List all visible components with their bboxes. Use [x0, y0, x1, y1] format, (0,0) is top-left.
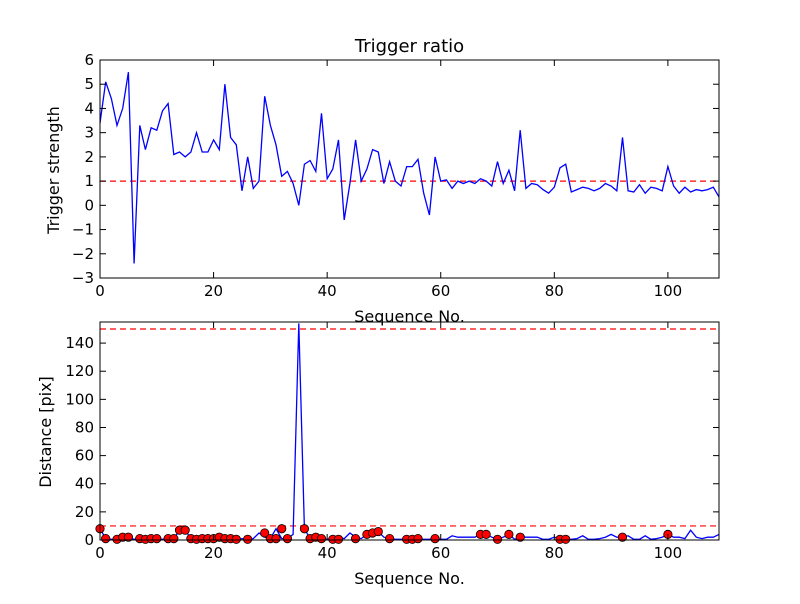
- y-tick-label: 0: [84, 531, 94, 549]
- plot-frame: [99, 59, 720, 279]
- data-point: [299, 524, 310, 534]
- data-point: [515, 532, 525, 542]
- series-layer: [99, 71, 720, 264]
- data-point: [333, 534, 344, 544]
- data-point: [430, 533, 440, 544]
- y-tick-label: 2: [84, 148, 94, 166]
- y-tick-label: 3: [84, 124, 94, 142]
- y-tick-label: 140: [65, 334, 94, 352]
- y-tick-label: 1: [84, 172, 94, 190]
- x-tick-label: 0: [95, 282, 105, 300]
- y-tick-label: 6: [84, 51, 94, 69]
- series-line: [99, 323, 720, 541]
- data-point: [504, 529, 514, 539]
- data-point: [101, 533, 111, 544]
- y-tick-label: 40: [75, 475, 94, 493]
- data-point: [152, 533, 162, 544]
- data-point: [481, 529, 491, 539]
- x-tick-label: 20: [204, 544, 223, 562]
- data-point: [316, 533, 327, 544]
- x-tick-label: 80: [545, 282, 564, 300]
- x-tick-label: 60: [431, 544, 450, 562]
- reference-lines: [100, 328, 719, 527]
- y-tick-label: 5: [84, 75, 94, 93]
- y-tick-label: 120: [65, 362, 94, 380]
- data-point: [617, 532, 628, 542]
- data-point: [169, 533, 179, 544]
- x-tick-label: 40: [318, 282, 337, 300]
- x-tick-label: 40: [318, 544, 337, 562]
- chart-title: Trigger ratio: [354, 36, 464, 57]
- data-point: [180, 525, 190, 535]
- data-point: [260, 528, 270, 538]
- trigger-ratio-chart: Trigger ratio Trigger strength Sequence …: [44, 36, 720, 326]
- y-tick-label: −2: [72, 245, 94, 263]
- distance-chart: Distance [pix] Sequence No. 0 20 40 60 80 100…: [36, 321, 720, 588]
- data-point: [373, 526, 383, 537]
- data-point: [271, 533, 281, 544]
- data-point: [561, 534, 571, 544]
- x-axis-label: Sequence No.: [354, 569, 465, 588]
- x-tick-label: 0: [95, 544, 105, 562]
- tick-layer: 0 20 40 60 80 100 −3 −2 −1 0 1 2 3 4 5 6: [72, 51, 719, 300]
- x-tick-label: 60: [431, 282, 450, 300]
- data-point: [231, 534, 241, 544]
- y-axis-label: Trigger strength: [44, 106, 63, 235]
- data-point: [277, 524, 287, 534]
- data-point: [413, 533, 423, 544]
- y-tick-label: 20: [75, 503, 94, 521]
- y-tick-label: 0: [84, 196, 94, 214]
- y-tick-label: 60: [75, 447, 94, 465]
- x-tick-label: 100: [654, 544, 683, 562]
- y-tick-label: 100: [65, 390, 94, 408]
- x-tick-label: 100: [654, 282, 683, 300]
- data-point: [282, 533, 293, 544]
- y-tick-label: 4: [84, 99, 94, 117]
- x-tick-label: 80: [545, 544, 564, 562]
- data-point: [385, 533, 395, 544]
- data-point: [123, 532, 133, 542]
- x-axis-label: Sequence No.: [354, 307, 465, 326]
- y-tick-label: 80: [75, 418, 94, 436]
- data-point: [492, 534, 503, 544]
- y-tick-label: −1: [72, 221, 94, 239]
- y-axis-label: Distance [pix]: [36, 376, 55, 488]
- plot-frame: [99, 321, 720, 541]
- data-point: [350, 533, 361, 544]
- tick-layer: 0 20 40 60 80 100 0 20 40 60 80 100 120 140: [65, 322, 719, 562]
- series-layer: [95, 323, 720, 544]
- y-tick-label: −3: [72, 269, 94, 287]
- data-point: [243, 534, 253, 544]
- x-tick-label: 20: [204, 282, 223, 300]
- series-line: [99, 71, 720, 264]
